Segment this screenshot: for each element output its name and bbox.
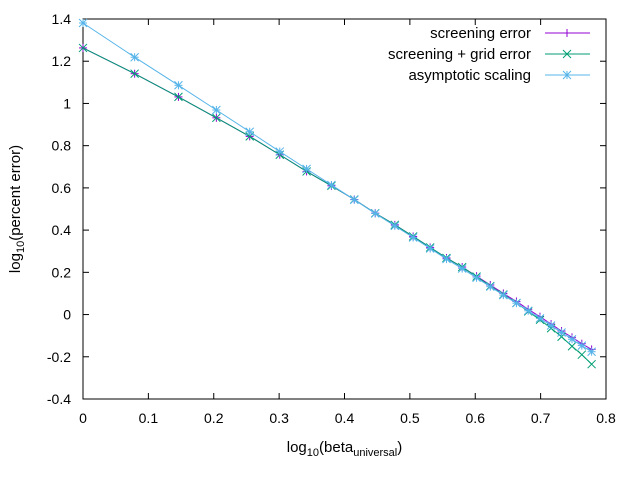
data-point [577, 341, 587, 350]
data-point [370, 209, 380, 218]
y-axis-label: log10(percent error) [7, 145, 27, 273]
data-point [408, 233, 418, 242]
data-point [425, 244, 435, 253]
y-tick-label: 0.8 [52, 138, 72, 154]
series-asymptotic-scaling [78, 18, 596, 357]
y-tick-label: 0.6 [52, 180, 72, 196]
x-axis-label-main: (beta [319, 439, 354, 456]
data-point [546, 321, 556, 330]
x-tick-label: 0.1 [139, 410, 159, 426]
x-tick-label: 0.4 [335, 410, 355, 426]
x-axis-label-prefix: log [287, 439, 307, 456]
data-point [442, 254, 451, 264]
data-point [457, 264, 467, 273]
data-point [245, 127, 255, 137]
data-point [275, 147, 285, 156]
data-point [567, 341, 577, 351]
data-point [78, 18, 88, 28]
data-point [130, 52, 139, 62]
legend-swatch-marker [563, 29, 571, 37]
y-tick-label: 0.4 [52, 222, 72, 238]
data-point [499, 290, 508, 300]
legend-item: screening error [430, 25, 590, 42]
legend-label: screening + grid error [388, 46, 531, 63]
data-point [390, 221, 400, 231]
legend: screening error screening + grid error asy… [388, 25, 590, 84]
y-tick-label: 0 [63, 307, 71, 323]
data-point [212, 105, 221, 115]
data-point [512, 298, 521, 308]
data-point [78, 43, 88, 53]
data-point [349, 195, 359, 205]
x-tick-label: 0.3 [269, 410, 289, 426]
legend-swatch-marker [562, 49, 572, 59]
data-point [557, 328, 566, 337]
x-tick-label: 0.2 [204, 410, 224, 426]
data-point [523, 306, 533, 316]
x-axis-label: log10(betauniversal) [287, 439, 403, 459]
series-layer [78, 18, 596, 369]
x-tick-label: 0.6 [466, 410, 486, 426]
data-point [535, 314, 545, 323]
data-point [302, 164, 311, 174]
data-point [577, 350, 587, 360]
x-tick-label: 0.8 [596, 410, 616, 426]
x-axis-label-suffix: ) [397, 439, 402, 456]
data-point [567, 334, 577, 344]
x-tick-label: 0.5 [400, 410, 420, 426]
x-tick-label: 0.7 [531, 410, 551, 426]
ticks: 0 0.1 0.2 0.3 0.4 0.5 0.6 0.7 0.8 1.4 1.2 1 0.8 0.6 0.… [47, 11, 616, 426]
x-axis-label-prefix-sub: 10 [307, 447, 319, 459]
y-axis-label-main: (percent error) [7, 145, 24, 241]
data-point [485, 282, 495, 292]
x-tick-label: 0 [79, 410, 87, 426]
data-point [587, 347, 596, 357]
y-tick-label: 1.4 [52, 11, 72, 27]
y-axis-label-prefix: log [7, 253, 24, 273]
data-point [587, 359, 596, 369]
y-tick-label: 0.2 [52, 264, 72, 280]
data-point [472, 273, 481, 283]
data-point [174, 80, 183, 90]
y-tick-label: -0.4 [47, 391, 71, 407]
legend-item: asymptotic scaling [408, 67, 590, 84]
data-point [130, 69, 139, 79]
y-axis-label-prefix-sub: 10 [15, 241, 27, 253]
data-point [327, 180, 336, 190]
x-axis-label-main-sub: universal [353, 447, 397, 459]
y-tick-label: 1.2 [52, 53, 72, 69]
y-tick-label: -0.2 [47, 349, 71, 365]
legend-label: asymptotic scaling [408, 67, 531, 84]
legend-swatch-marker [562, 70, 572, 80]
y-tick-label: 1 [63, 95, 71, 111]
legend-item: screening + grid error [388, 46, 590, 63]
legend-label: screening error [430, 25, 531, 42]
data-point [174, 92, 183, 102]
data-point [212, 113, 221, 123]
